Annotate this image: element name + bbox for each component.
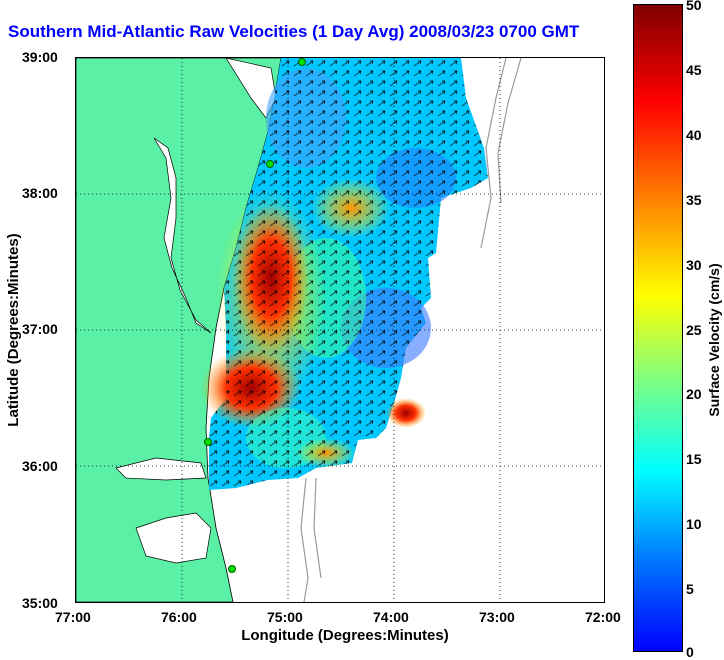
y-tick-label: 39:00 <box>22 49 58 65</box>
pamlico-sound <box>135 512 212 564</box>
colorbar <box>633 4 683 652</box>
colorbar-tick: 20 <box>686 386 702 402</box>
colorbar-label: Surface Velocity (cm/s) <box>706 263 722 417</box>
y-tick-label: 35:00 <box>22 595 58 611</box>
grid-lines <box>76 58 604 602</box>
map-plot-area[interactable] <box>75 57 605 603</box>
chesapeake-bay <box>153 137 212 334</box>
x-tick-label: 76:00 <box>161 609 197 625</box>
y-tick-label: 37:00 <box>22 321 58 337</box>
map-title: Southern Mid-Atlantic Raw Velocities (1 … <box>8 22 580 41</box>
x-tick-label: 77:00 <box>55 609 91 625</box>
radar-station-marker <box>298 58 306 66</box>
bathymetry-contour <box>300 57 507 603</box>
y-tick-label: 38:00 <box>22 185 58 201</box>
radar-station-marker <box>266 160 274 168</box>
colorbar-tick: 15 <box>686 451 702 467</box>
radar-station-marker <box>228 565 236 573</box>
colorbar-tick: 30 <box>686 257 702 273</box>
colorbar-tick: 40 <box>686 127 702 143</box>
colorbar-tick: 45 <box>686 62 702 78</box>
colorbar-tick: 10 <box>686 516 702 532</box>
x-tick-label: 73:00 <box>479 609 515 625</box>
velocity-vectors <box>209 58 488 490</box>
x-axis-label: Longitude (Degrees:Minutes) <box>241 627 449 644</box>
colorbar-tick: 25 <box>686 322 702 338</box>
x-tick-label: 72:00 <box>585 609 621 625</box>
x-tick-label: 75:00 <box>267 609 303 625</box>
speed-zone <box>386 398 426 428</box>
colorbar-tick: 50 <box>686 0 702 13</box>
colorbar-tick: 0 <box>686 644 694 660</box>
colorbar-tick: 35 <box>686 192 702 208</box>
y-tick-label: 36:00 <box>22 458 58 474</box>
colorbar-tick: 5 <box>686 581 694 597</box>
map-svg <box>75 57 604 603</box>
x-tick-label: 74:00 <box>373 609 409 625</box>
radar-station-marker <box>204 438 212 446</box>
albemarle-sound <box>115 457 207 481</box>
bathymetry-contour <box>313 57 522 579</box>
